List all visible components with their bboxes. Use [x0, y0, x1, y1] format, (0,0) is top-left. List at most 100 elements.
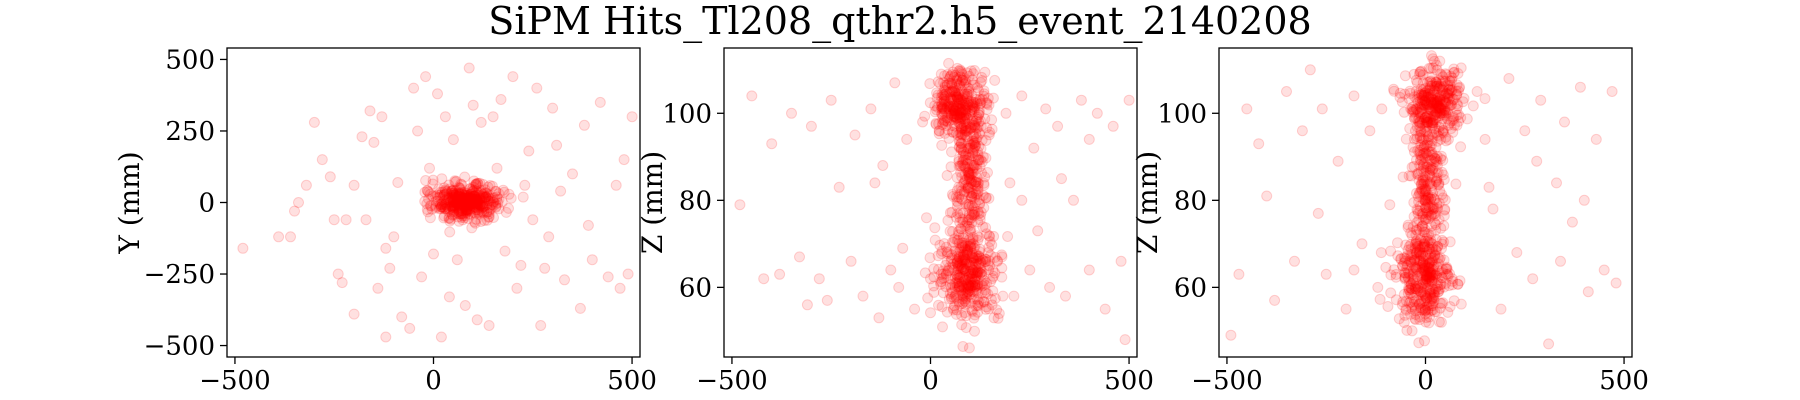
- hit-point: [967, 238, 979, 250]
- hit-point: [955, 121, 967, 132]
- hit-point: [936, 102, 948, 114]
- hit-point: [1427, 164, 1439, 176]
- hit-point: [465, 190, 477, 202]
- hit-point: [946, 85, 958, 97]
- hit-point: [451, 198, 463, 210]
- hit-point: [460, 198, 472, 210]
- hit-point: [483, 193, 495, 205]
- hit-point: [505, 192, 517, 204]
- hit-point: [925, 307, 936, 319]
- hit-point: [952, 129, 964, 141]
- hit-point: [455, 191, 467, 203]
- hit-point: [440, 197, 452, 209]
- hit-point: [845, 255, 857, 267]
- hit-point: [490, 200, 502, 212]
- hit-point: [985, 276, 996, 288]
- hit-point: [441, 188, 453, 200]
- x-axis: −500 0 500: [199, 357, 657, 396]
- hit-point: [447, 134, 459, 146]
- hit-point: [951, 195, 963, 207]
- hit-point: [960, 118, 972, 130]
- hit-point: [963, 124, 974, 136]
- hit-point: [452, 199, 464, 211]
- hit-point: [460, 197, 472, 209]
- hit-point: [466, 203, 478, 215]
- hit-point: [427, 178, 439, 190]
- hit-point: [459, 191, 471, 203]
- hits-scatter: [237, 62, 638, 343]
- hit-point: [434, 198, 446, 210]
- hit-point: [968, 130, 980, 142]
- hit-point: [448, 208, 460, 220]
- hit-point: [439, 189, 451, 201]
- hit-point: [459, 189, 471, 201]
- hit-point: [1384, 199, 1396, 211]
- hit-point: [480, 191, 492, 203]
- hit-point: [970, 128, 982, 140]
- hit-point: [446, 190, 458, 202]
- y-tick-label: −250: [144, 260, 215, 290]
- hit-point: [447, 194, 458, 206]
- hit-point: [962, 249, 973, 261]
- hit-point: [440, 198, 452, 210]
- hit-point: [442, 205, 454, 217]
- hit-point: [348, 179, 360, 191]
- hit-point: [449, 189, 460, 201]
- hit-point: [488, 192, 500, 204]
- hit-point: [955, 181, 967, 193]
- hit-point: [1435, 222, 1447, 234]
- hit-point: [959, 126, 971, 138]
- hit-point: [965, 65, 977, 77]
- hit-point: [1083, 133, 1095, 145]
- hit-point: [499, 245, 511, 257]
- hit-point: [438, 196, 450, 208]
- hit-point: [960, 104, 971, 116]
- hit-point: [470, 178, 482, 190]
- hit-point: [959, 113, 971, 124]
- hit-point: [449, 175, 461, 187]
- hit-point: [961, 67, 973, 79]
- hit-point: [479, 200, 491, 212]
- y-axis: 100 80 60: [662, 99, 724, 303]
- panel-xz: −500 0 500 100 80 60 Z (mm): [636, 47, 1154, 396]
- hit-point: [1433, 121, 1445, 133]
- hit-point: [466, 222, 478, 234]
- hit-point: [478, 192, 490, 203]
- hit-point: [454, 188, 466, 199]
- hit-point: [1590, 133, 1602, 145]
- x-tick-label: 0: [922, 366, 939, 396]
- hit-point: [424, 212, 436, 224]
- hit-point: [1296, 125, 1308, 137]
- hit-point: [984, 231, 996, 242]
- hit-point: [473, 207, 485, 219]
- hit-point: [941, 102, 953, 114]
- hit-point: [463, 197, 475, 209]
- hit-point: [941, 248, 953, 260]
- hit-point: [1060, 290, 1071, 302]
- hit-point: [436, 198, 448, 210]
- hit-point: [953, 97, 965, 109]
- hit-point: [924, 97, 936, 109]
- hit-point: [461, 204, 472, 216]
- hit-point: [461, 193, 473, 205]
- hit-point: [929, 222, 941, 234]
- hit-point: [944, 86, 955, 98]
- y-tick-label: 100: [1157, 99, 1207, 129]
- hit-point: [451, 201, 463, 212]
- hit-point: [456, 188, 468, 199]
- hit-point: [433, 183, 445, 195]
- hit-point: [445, 187, 457, 199]
- hit-point: [567, 168, 578, 180]
- hit-point: [937, 114, 949, 126]
- hit-point: [471, 194, 483, 206]
- hit-point: [453, 203, 465, 215]
- hit-point: [1531, 155, 1543, 167]
- hit-point: [857, 290, 869, 302]
- hit-point: [992, 255, 1003, 267]
- hit-point: [469, 187, 481, 199]
- hit-point: [447, 184, 459, 196]
- hit-point: [491, 194, 503, 205]
- hit-point: [479, 184, 491, 196]
- hit-point: [935, 100, 947, 112]
- hit-point: [503, 202, 514, 214]
